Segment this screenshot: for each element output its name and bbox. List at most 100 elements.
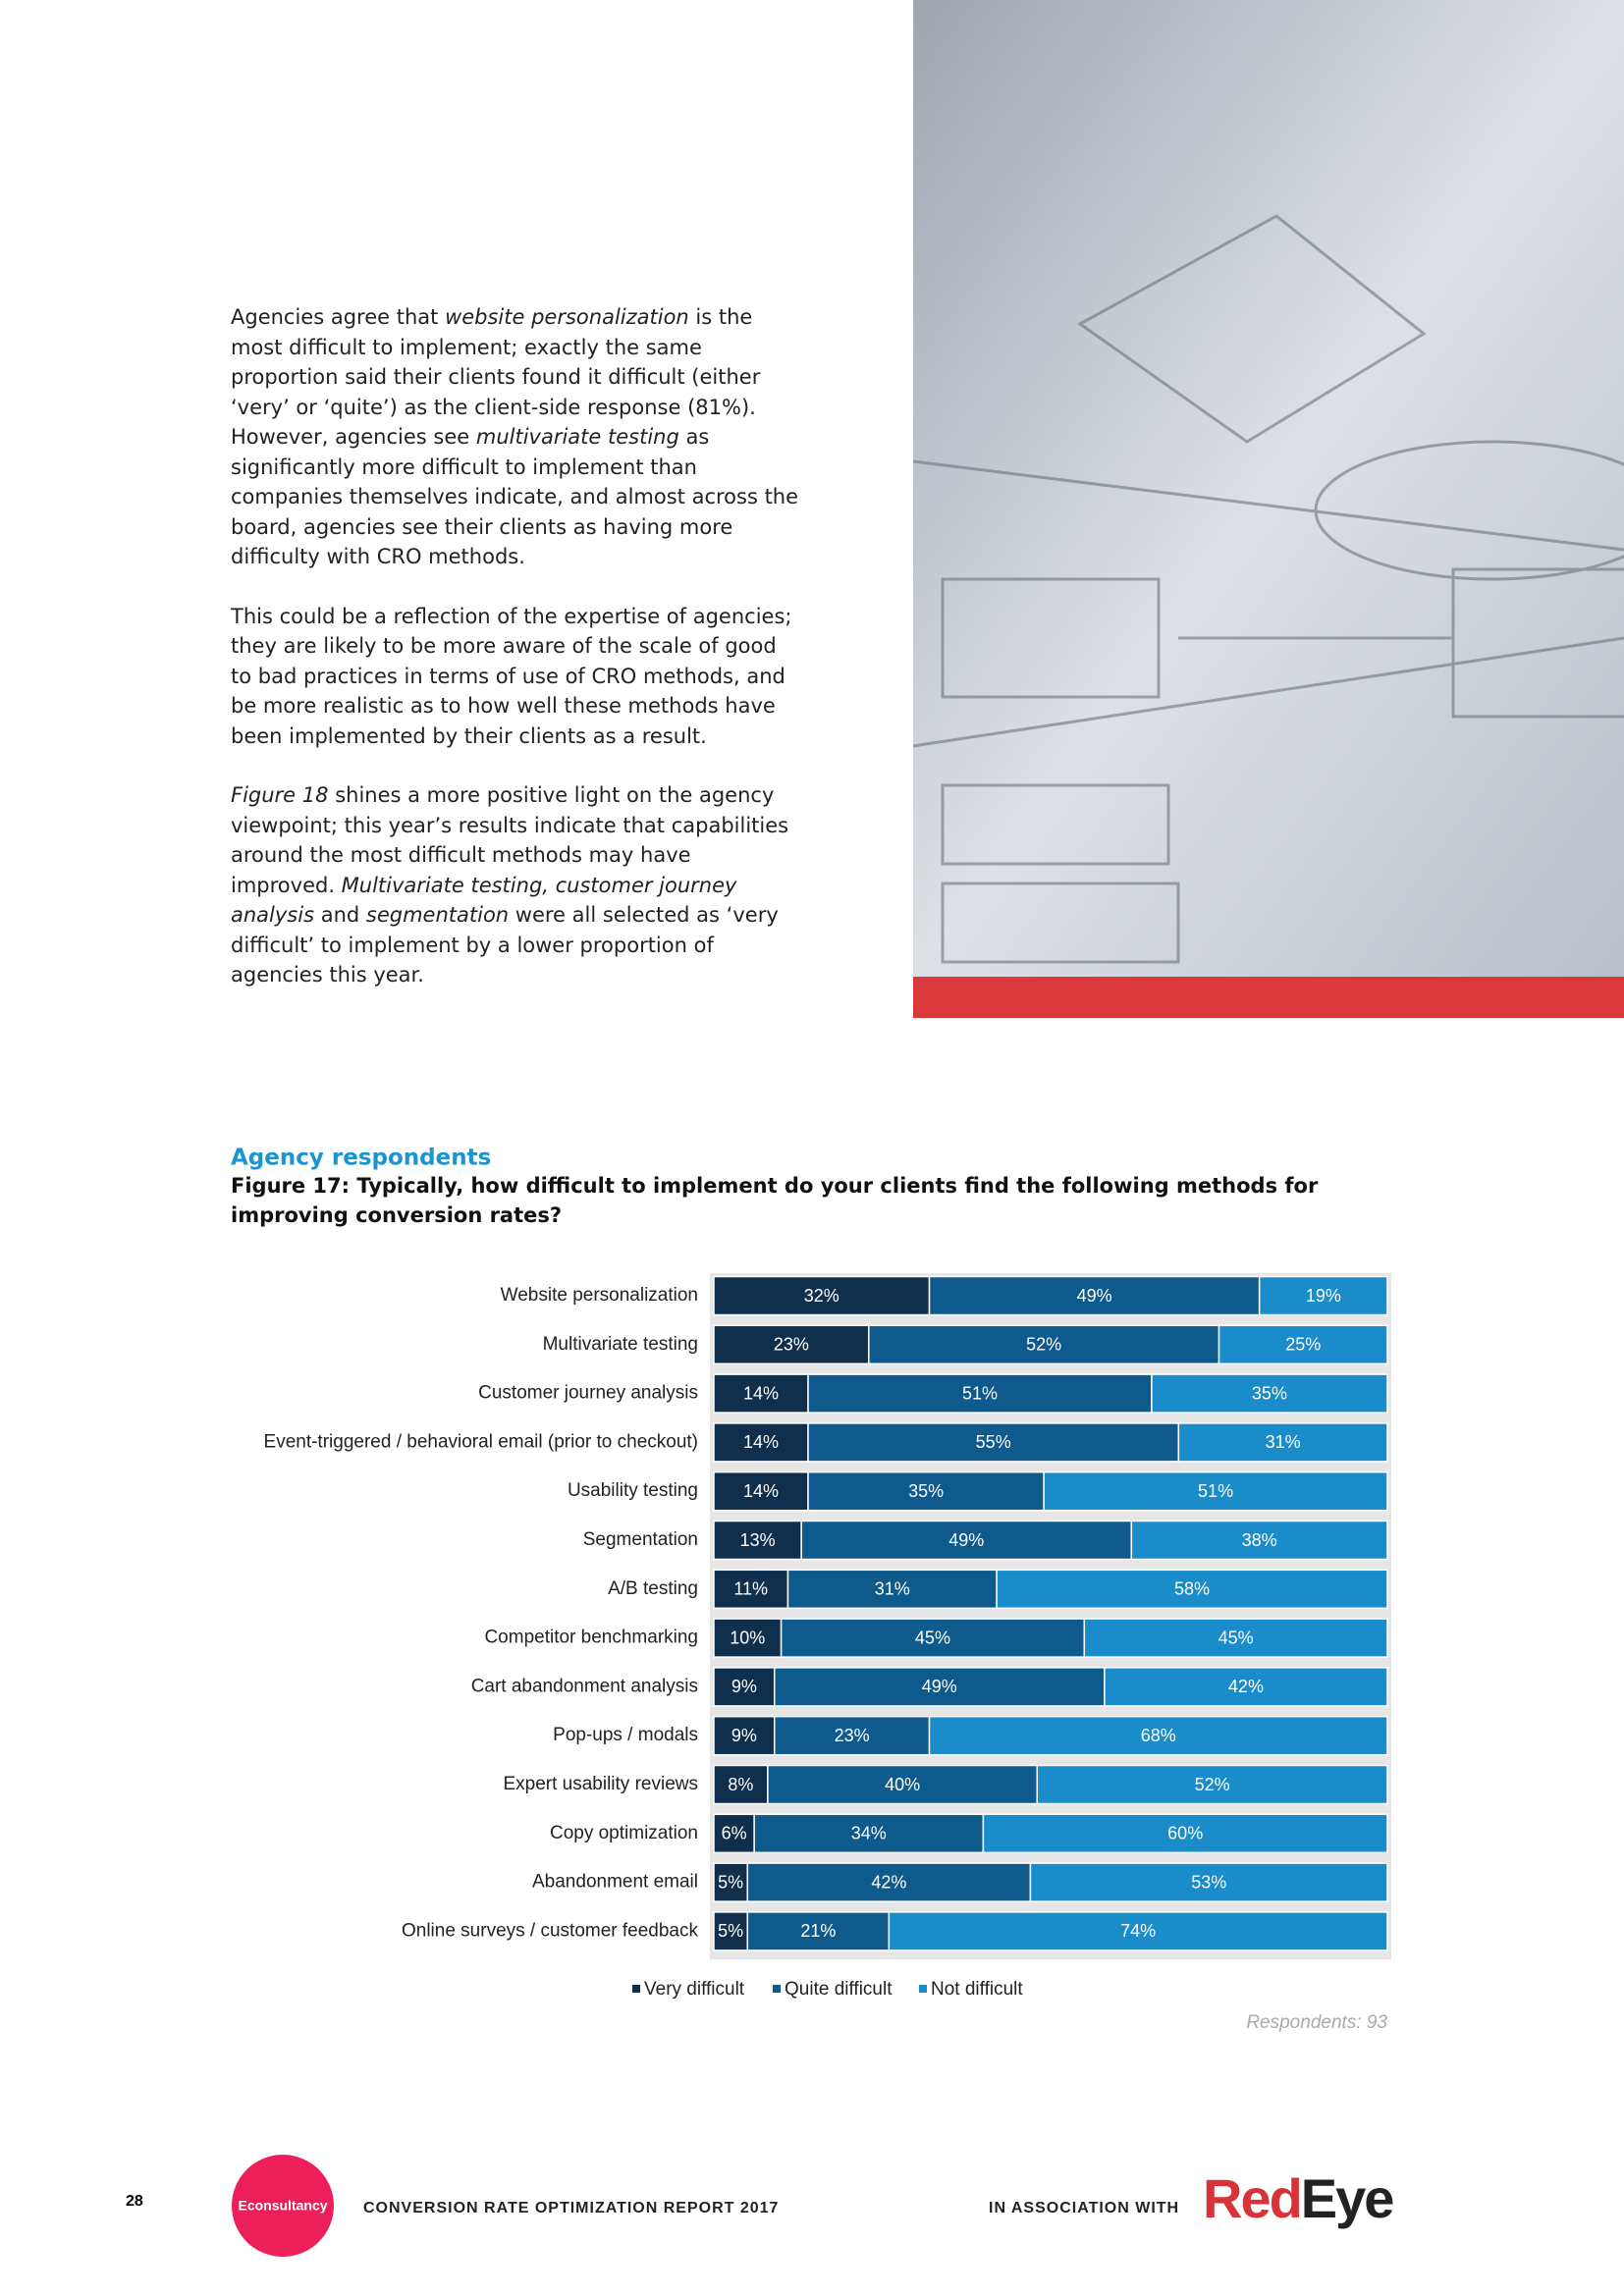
value-label: 52% <box>1195 1775 1230 1794</box>
bar-segment <box>753 1813 985 1854</box>
bar-segment <box>746 1862 1032 1902</box>
bar-segment <box>982 1813 1388 1854</box>
legend-swatch <box>632 1985 640 1993</box>
brand: Econsultancy <box>238 2198 327 2214</box>
value-label: 53% <box>1191 1872 1226 1892</box>
category-label: Usability testing <box>568 1480 698 1501</box>
bar-segment <box>713 1764 769 1805</box>
value-label: 9% <box>731 1677 757 1696</box>
value-label: 13% <box>740 1530 776 1550</box>
value-label: 42% <box>1228 1677 1264 1696</box>
category-label: A/B testing <box>608 1578 698 1599</box>
logo-part: Red <box>1203 2167 1301 2229</box>
legend-swatch <box>919 1985 927 1993</box>
category-label: Abandonment email <box>532 1872 698 1893</box>
bar-segment <box>868 1324 1220 1365</box>
value-label: 51% <box>1198 1481 1233 1501</box>
bar-segment <box>800 1520 1133 1561</box>
category-label: Cart abandonment analysis <box>471 1676 698 1696</box>
value-label: 35% <box>1252 1383 1287 1403</box>
value-label: 14% <box>743 1383 779 1403</box>
bar-segment <box>888 1911 1388 1951</box>
bar-segment <box>767 1764 1039 1805</box>
value-label: 23% <box>774 1335 809 1355</box>
value-label: 23% <box>835 1726 870 1745</box>
value-label: 14% <box>743 1481 779 1501</box>
category-label: Multivariate testing <box>543 1334 698 1355</box>
value-label: 52% <box>1026 1335 1061 1355</box>
title-box: Figure 17: Typically, how difficult to i… <box>231 1174 1318 1227</box>
paragraph: Figure 18 shines a more positive light o… <box>231 780 800 990</box>
category-label: Event-triggered / behavioral email (prio… <box>264 1431 698 1452</box>
value-label: 31% <box>1266 1432 1301 1452</box>
bar-segment <box>996 1569 1388 1610</box>
value-label: 32% <box>804 1286 839 1306</box>
value-label: 10% <box>730 1628 765 1647</box>
category-label: Customer journey analysis <box>478 1383 698 1404</box>
italic-run: segmentation <box>365 903 510 927</box>
value-label: 8% <box>728 1775 753 1794</box>
legend-label: Quite difficult <box>785 1979 893 2000</box>
value-label: 60% <box>1167 1824 1203 1843</box>
text-run: shines a more positive light on the agen… <box>231 783 789 897</box>
legend-swatch <box>773 1985 781 1993</box>
italic-run: multivariate testing <box>475 425 679 449</box>
value-label: 45% <box>1218 1628 1254 1647</box>
text-run: is the most difficult to implement; exac… <box>231 305 761 449</box>
value-label: 6% <box>722 1824 747 1843</box>
category-label: Competitor benchmarking <box>484 1628 698 1648</box>
bar-segment <box>713 1569 789 1610</box>
value-label: 49% <box>1077 1286 1112 1306</box>
italic-run: Multivariate testing, customer journey a… <box>231 873 737 928</box>
bar-segment <box>1104 1667 1388 1707</box>
category-label: Expert usability reviews <box>503 1774 698 1794</box>
text-run: were all selected as ‘very difficult’ to… <box>231 903 779 987</box>
bar-segment <box>1029 1862 1388 1902</box>
bar-segment <box>1130 1520 1388 1561</box>
value-label: 74% <box>1120 1921 1156 1941</box>
value-label: 19% <box>1306 1286 1341 1306</box>
value-label: 38% <box>1242 1530 1277 1550</box>
bar-segment <box>1043 1470 1388 1512</box>
bar-segment <box>713 1422 809 1463</box>
value-label: 25% <box>1285 1335 1321 1355</box>
bar-segment <box>1083 1618 1388 1658</box>
value-label: 14% <box>743 1432 779 1452</box>
photo <box>912 0 1624 1018</box>
page-number: 28 <box>126 2193 143 2210</box>
value-label: 9% <box>731 1726 757 1745</box>
paragraph: Agencies agree that website personalizat… <box>231 302 800 572</box>
value-label: 35% <box>908 1481 944 1501</box>
paragraph: This could be a reflection of the expert… <box>231 602 800 752</box>
value-label: 34% <box>851 1824 887 1843</box>
value-label: 40% <box>885 1775 920 1794</box>
category-label: Website personalization <box>501 1285 698 1306</box>
value-label: 45% <box>915 1628 950 1647</box>
text-run: as significantly more difficult to imple… <box>231 425 799 568</box>
bar-segment <box>786 1569 998 1610</box>
legend-label: Not difficult <box>931 1979 1023 2000</box>
legend-label: Very difficult <box>644 1979 745 2000</box>
value-label: 21% <box>800 1921 836 1941</box>
chart: Website personalization 32% 49% 19% Multivar… <box>264 1273 1391 2000</box>
bar-segment <box>928 1275 1261 1316</box>
value-label: 68% <box>1141 1726 1176 1745</box>
logo: RedEye <box>1203 2167 1393 2229</box>
bar-segment <box>1218 1324 1388 1365</box>
body-text: Agencies agree that website personalizat… <box>231 302 800 1020</box>
bar-segment <box>1258 1275 1388 1316</box>
value-label: 58% <box>1174 1579 1210 1599</box>
bar-segment <box>1151 1373 1388 1414</box>
text-run: This could be a reflection of the expert… <box>231 604 792 748</box>
value-label: 51% <box>962 1383 998 1403</box>
italic-run: website personalization <box>445 305 689 329</box>
value-label: 11% <box>733 1579 768 1599</box>
text-run: and <box>314 903 366 927</box>
bar-segment <box>807 1470 1045 1512</box>
value-label: 55% <box>976 1432 1011 1452</box>
text-run: Agencies agree that <box>231 305 446 329</box>
report-title: CONVERSION RATE OPTIMIZATION REPORT 2017 <box>363 2200 779 2216</box>
bar-segment <box>780 1618 1086 1658</box>
brand-circle <box>232 2155 334 2257</box>
